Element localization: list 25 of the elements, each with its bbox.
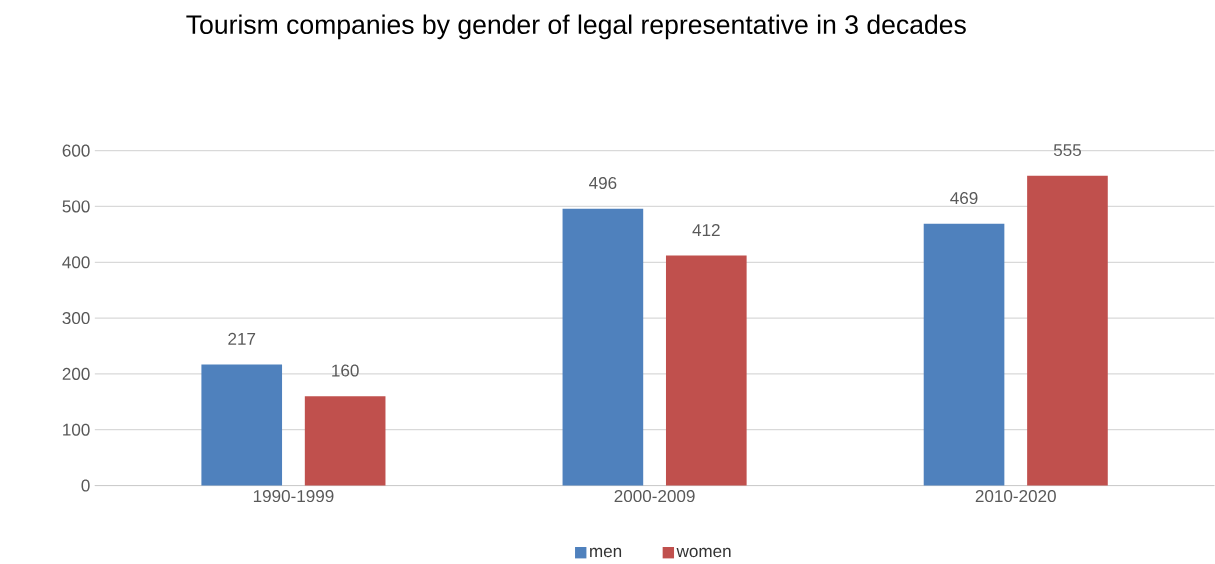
legend-label: women <box>676 547 731 558</box>
bar <box>1027 175 1108 486</box>
chart-title: Tourism companies by gender of legal representative in 3 decades <box>186 14 966 40</box>
bar <box>304 396 386 486</box>
bar <box>923 223 1005 486</box>
data-label: 160 <box>332 364 359 377</box>
data-label: 469 <box>950 192 978 205</box>
data-label: 412 <box>692 224 720 236</box>
y-tick-label: 100 <box>63 423 90 436</box>
data-label: 496 <box>589 176 617 190</box>
y-tick-label: 200 <box>62 367 90 380</box>
data-label: 555 <box>1053 144 1081 157</box>
x-tick-label: 2010-2020 <box>975 490 1056 503</box>
x-tick-label: 1990-1999 <box>253 490 334 503</box>
legend-label: men <box>590 547 622 558</box>
y-tick-label: 600 <box>62 144 90 157</box>
y-tick-label: 300 <box>62 312 90 325</box>
y-tick-label: 0 <box>81 479 90 492</box>
y-tick-label: 500 <box>62 200 90 213</box>
bar <box>665 255 747 486</box>
y-tick-label: 400 <box>62 256 90 269</box>
x-tick-label: 2000-2009 <box>614 490 695 503</box>
bar <box>562 208 644 486</box>
data-label: 217 <box>228 332 256 345</box>
bar <box>201 364 283 486</box>
